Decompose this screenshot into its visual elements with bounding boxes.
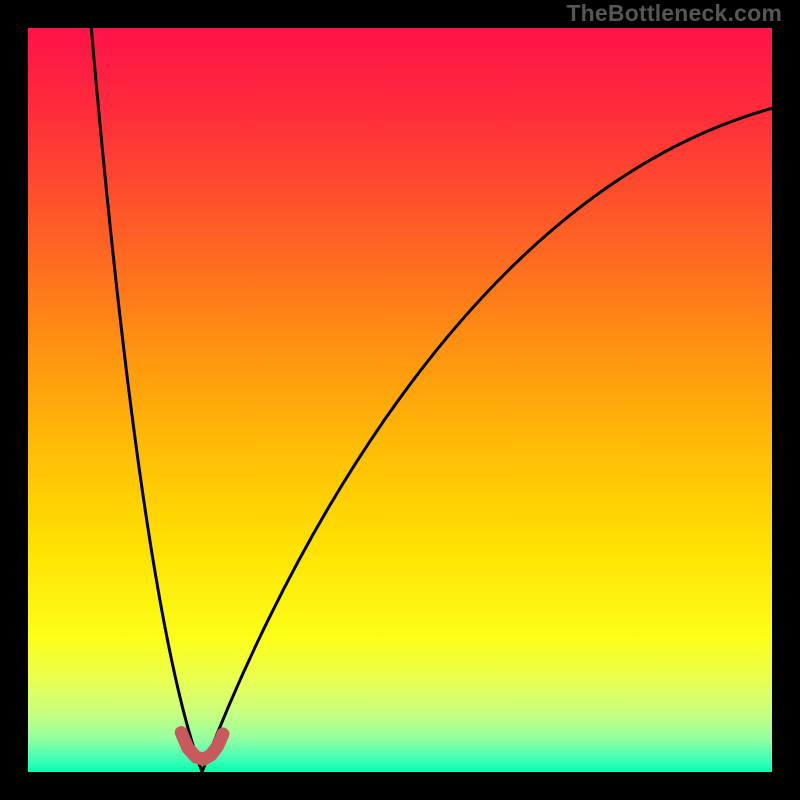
chart-svg [28, 28, 772, 772]
chart-frame: TheBottleneck.com [0, 0, 800, 800]
watermark-label: TheBottleneck.com [566, 0, 782, 27]
plot-area [28, 28, 772, 772]
